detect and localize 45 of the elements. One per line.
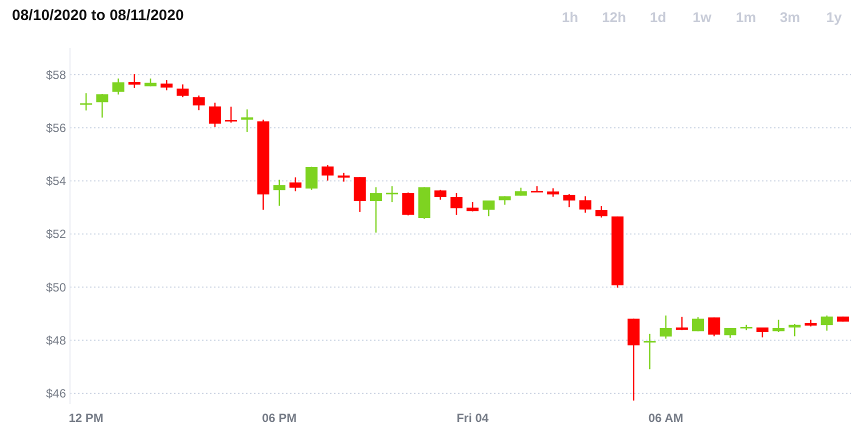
candlestick [273, 179, 286, 206]
candlestick [192, 94, 205, 111]
candlestick [176, 84, 189, 98]
candlestick [788, 323, 801, 337]
candlestick [80, 92, 92, 112]
candlestick [112, 78, 124, 96]
candlestick [644, 333, 656, 370]
y-tick-label: $46 [46, 386, 66, 401]
y-tick-label: $58 [46, 68, 66, 82]
candlestick [434, 189, 446, 200]
candlestick [692, 316, 704, 332]
x-tick-label: 06 PM [262, 411, 297, 425]
y-tick-label: $56 [46, 120, 66, 135]
candlestick [660, 314, 672, 340]
x-tick-label: Fri 04 [456, 411, 489, 425]
candlestick [482, 200, 495, 217]
candlestick [595, 205, 608, 218]
candlestick [820, 314, 833, 332]
candlestick [708, 316, 720, 337]
x-tick-label: 12 PM [68, 411, 104, 425]
candlestick [386, 186, 398, 203]
candlestick [225, 106, 238, 124]
y-tick-label: $52 [46, 227, 66, 242]
candlestick [306, 166, 318, 191]
x-tick-label: 06 AM [648, 411, 684, 425]
candlestick [579, 196, 592, 214]
candlestick [354, 176, 366, 213]
y-tick-label: $48 [46, 333, 66, 348]
candlestick [772, 319, 785, 333]
y-tick-label: $54 [46, 174, 66, 188]
candlestick [322, 164, 334, 182]
candlestick [370, 186, 382, 234]
candlestick [128, 73, 140, 88]
candlestick [96, 93, 108, 118]
candlestick [676, 316, 688, 331]
candlestick [289, 176, 302, 192]
candlestick [466, 201, 479, 212]
y-tick-label: $50 [46, 280, 66, 294]
candlestick [160, 79, 173, 91]
candlestick [402, 192, 414, 216]
chart-title: 08/10/2020 to 08/11/2020 [12, 7, 184, 24]
candlestick [563, 193, 576, 208]
candlestick [724, 327, 736, 338]
candlestick [208, 102, 221, 128]
candlestick [450, 192, 462, 216]
